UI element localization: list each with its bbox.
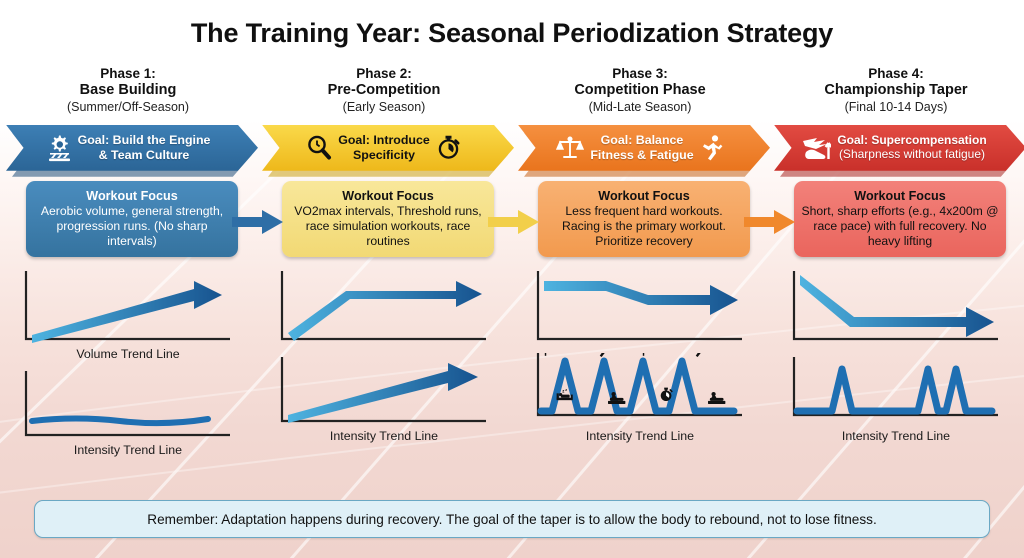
phase-2-intensity-chart-label: Intensity Trend Line: [329, 428, 439, 443]
phase-1-intensity-chart-label: Intensity Trend Line: [73, 442, 183, 457]
svg-text:z: z: [565, 388, 567, 392]
phase-3-intensity-chart-block: z z: [512, 352, 768, 443]
phase-3-workout-card[interactable]: Workout Focus Less frequent hard workout…: [538, 180, 750, 257]
phase-2-intensity-chart-block: Intensity Trend Line: [256, 353, 512, 443]
runner-icon: [702, 135, 723, 161]
footer-note: Remember: Adaptation happens during reco…: [34, 500, 990, 538]
connector-arrow-2-to-3: [488, 209, 539, 234]
phase-3-focus-text: Less frequent hard workouts. Racing is t…: [562, 204, 726, 249]
phase-1-goal-line2: & Team Culture: [98, 147, 190, 162]
phase-2-name: Pre-Competition: [327, 81, 441, 98]
phase-2-goal-banner[interactable]: Goal: Introduce Specificity: [262, 124, 514, 171]
phase-columns: Phase 1: Base Building (Summer/Off-Seaso…: [0, 66, 1024, 457]
phase-4-goal-text: Goal: Supercompensation (Sharpness witho…: [837, 132, 987, 162]
phase-4-number: Phase 4:: [868, 66, 924, 81]
phase-3-heading: Phase 3: Competition Phase (Mid-Late Sea…: [512, 66, 768, 115]
phase-3-goal-line2: Fitness & Fatigue: [590, 147, 694, 162]
phase-4-card-wrap: Workout Focus Short, sharp efforts (e.g.…: [768, 180, 1024, 261]
phase-2-season: (Early Season): [342, 100, 426, 115]
phase-3-goal-banner[interactable]: Goal: Balance Fitness & Fatigue: [518, 124, 770, 171]
phase-2-focus-title: Workout Focus: [342, 188, 434, 203]
phase-1-number: Phase 1:: [100, 66, 156, 81]
magnifying-glass-icon: [308, 135, 332, 160]
phase-2-goal-banner-wrap: Goal: Introduce Specificity: [256, 121, 514, 177]
phase-1-name: Base Building: [79, 81, 177, 98]
phase-1-workout-card[interactable]: Workout Focus Aerobic volume, general st…: [26, 180, 238, 257]
phase-1-goal-banner[interactable]: Goal: Build the Engine & Team Culture: [6, 124, 258, 171]
page-title: The Training Year: Seasonal Periodizatio…: [190, 18, 834, 48]
winged-shoe-icon: [803, 137, 832, 159]
phase-4-focus-text: Short, sharp efforts (e.g., 4x200m @ rac…: [801, 204, 999, 249]
phase-4-intensity-chart: [792, 356, 998, 416]
phase-2-heading: Phase 2: Pre-Competition (Early Season): [256, 66, 512, 115]
phase-3-intensity-chart-label: Intensity Trend Line: [585, 428, 695, 443]
phase-1-goal-text: Goal: Build the Engine & Team Culture: [78, 133, 211, 162]
phase-3-season: (Mid-Late Season): [588, 100, 692, 115]
phase-3-name: Competition Phase: [574, 81, 706, 98]
phase-2-intensity-chart: [280, 356, 486, 423]
balance-scale-icon: [556, 136, 585, 158]
gear-foundation-icon: [48, 135, 70, 161]
phase-1-season: (Summer/Off-Season): [66, 100, 190, 115]
phase-3-card-wrap: Workout Focus Less frequent hard workout…: [512, 180, 795, 261]
phase-2-workout-card[interactable]: Workout Focus VO2max intervals, Threshol…: [282, 180, 494, 257]
phase-4-goal-line1: Goal: Supercompensation: [837, 132, 987, 147]
phase-1-goal-line1: Goal: Build the Engine: [77, 133, 211, 148]
phase-column-3: Phase 3: Competition Phase (Mid-Late Sea…: [512, 66, 795, 457]
phase-1-heading: Phase 1: Base Building (Summer/Off-Seaso…: [0, 66, 256, 115]
phase-4-goal-banner-wrap: Goal: Supercompensation (Sharpness witho…: [768, 121, 1024, 177]
phase-2-focus-text: VO2max intervals, Threshold runs, race s…: [294, 204, 482, 249]
phase-3-volume-chart-block: [512, 267, 768, 349]
phase-column-4: Phase 4: Championship Taper (Final 10-14…: [768, 66, 1024, 457]
phase-1-focus-title: Workout Focus: [86, 188, 178, 203]
phase-2-goal-line1: Goal: Introduce: [338, 133, 430, 148]
phase-2-card-wrap: Workout Focus VO2max intervals, Threshol…: [256, 180, 539, 261]
phase-2-volume-chart: [280, 270, 486, 341]
phase-4-goal-line2: (Sharpness without fatigue): [838, 146, 986, 161]
svg-text:z: z: [562, 389, 564, 394]
phase-2-goal-text: Goal: Introduce Specificity: [338, 133, 430, 162]
phase-1-volume-chart-block: Volume Trend Line: [0, 267, 256, 361]
phase-4-volume-chart: [792, 270, 998, 340]
phase-1-goal-banner-wrap: Goal: Build the Engine & Team Culture: [0, 121, 258, 177]
phase-1-intensity-chart-block: Intensity Trend Line: [0, 367, 256, 457]
phase-1-intensity-chart: [24, 370, 230, 436]
phase-1-card-wrap: Workout Focus Aerobic volume, general st…: [0, 180, 283, 261]
phase-4-heading: Phase 4: Championship Taper (Final 10-14…: [768, 66, 1024, 115]
phase-4-season: (Final 10-14 Days): [844, 100, 948, 115]
phase-4-focus-title: Workout Focus: [854, 188, 946, 203]
phase-3-goal-line1: Goal: Balance: [600, 133, 684, 148]
connector-arrow-1-to-2: [232, 209, 283, 234]
phase-3-volume-chart: [536, 270, 742, 340]
phase-4-volume-chart-block: [768, 267, 1024, 349]
phase-1-volume-chart: [24, 270, 230, 343]
phase-3-focus-title: Workout Focus: [598, 188, 690, 203]
phase-2-number: Phase 2:: [356, 66, 412, 81]
phase-3-goal-banner-wrap: Goal: Balance Fitness & Fatigue: [512, 121, 770, 177]
phase-3-goal-text: Goal: Balance Fitness & Fatigue: [590, 133, 693, 162]
phase-3-number: Phase 3:: [612, 66, 668, 81]
stopwatch-icon: [438, 135, 460, 159]
phase-column-2: Phase 2: Pre-Competition (Early Season): [256, 66, 539, 457]
phase-2-volume-chart-block: [256, 267, 512, 349]
footer-note-text: Remember: Adaptation happens during reco…: [147, 511, 877, 527]
phase-1-focus-text: Aerobic volume, general strength, progre…: [40, 204, 224, 249]
phase-4-name: Championship Taper: [824, 81, 968, 98]
phase-1-volume-chart-label: Volume Trend Line: [76, 346, 180, 361]
phase-4-workout-card[interactable]: Workout Focus Short, sharp efforts (e.g.…: [794, 180, 1006, 257]
phase-column-1: Phase 1: Base Building (Summer/Off-Seaso…: [0, 66, 283, 457]
phase-2-goal-line2: Specificity: [353, 147, 415, 162]
phase-4-intensity-chart-label: Intensity Trend Line: [841, 428, 951, 443]
phase-4-intensity-chart-block: Intensity Trend Line: [768, 353, 1024, 443]
phase-4-goal-banner[interactable]: Goal: Supercompensation (Sharpness witho…: [774, 124, 1024, 171]
phase-3-intensity-chart: z z: [536, 352, 742, 416]
connector-arrow-3-to-4: [744, 209, 795, 234]
